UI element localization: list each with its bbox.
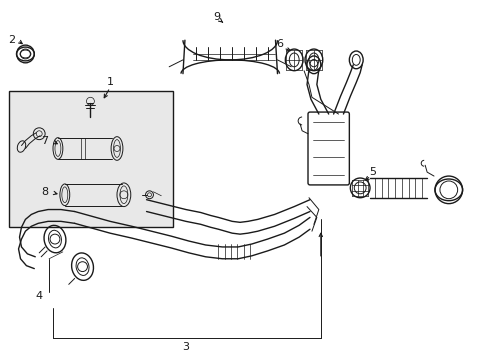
Text: 9: 9 xyxy=(212,12,220,22)
Text: 6: 6 xyxy=(275,39,283,49)
Text: 7: 7 xyxy=(41,136,49,145)
Text: 5: 5 xyxy=(369,167,376,177)
Text: 8: 8 xyxy=(41,187,49,197)
Text: 4: 4 xyxy=(36,291,42,301)
Text: 2: 2 xyxy=(8,35,15,45)
Text: 3: 3 xyxy=(182,342,189,352)
Bar xyxy=(9,91,173,227)
Text: 1: 1 xyxy=(106,77,113,86)
